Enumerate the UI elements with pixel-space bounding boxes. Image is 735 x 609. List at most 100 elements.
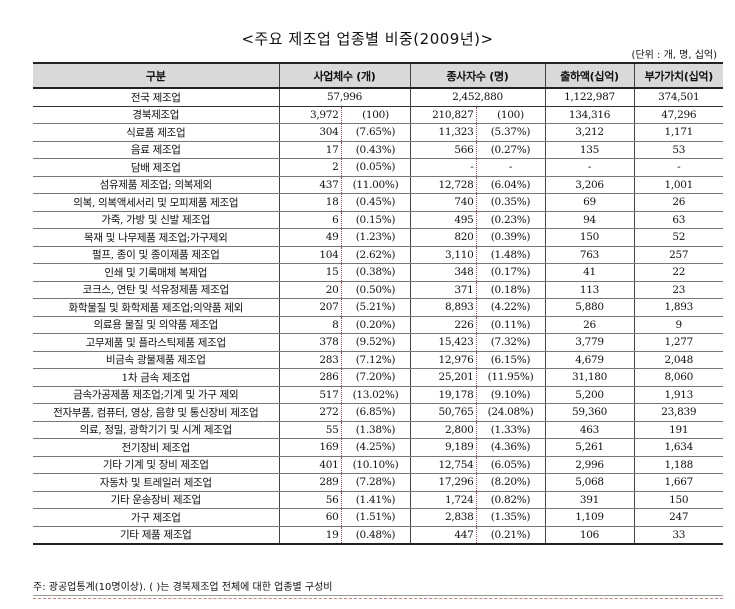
row-name: 펄프, 종이 및 종이제품 제조업 [33,245,279,264]
row-employees-share: (4.36%) [475,438,545,457]
row-employees-share: (4.22%) [475,298,545,317]
row-employees: 15,423 [409,333,476,352]
table-row: 가구 제조업 60 (1.51%) 2,838 (1.35%) 1,109 247 [33,508,723,527]
row-establishments: 283 [278,350,341,369]
row-shipments: 3,779 [544,333,634,352]
row-shipments: 106 [544,525,634,545]
table-row: 펄프, 종이 및 종이제품 제조업 104 (2.62%) 3,110 (1.48%) 7… [33,245,723,264]
row-name: 전자부품, 컴퓨터, 영상, 음향 및 통신장비 제조업 [33,403,279,422]
table-row: 담배 제조업 2 (0.05%) - - - - [33,158,723,177]
row-establishments-share: (0.48%) [340,525,410,545]
row-establishments-share: (100) [340,105,410,124]
row-shipments: 150 [544,228,634,247]
row-establishments: 437 [278,175,341,194]
row-employees: 566 [409,140,476,159]
row-establishments: 401 [278,455,341,474]
row-name: 섬유제품 제조업; 의복제외 [33,175,279,194]
row-establishments: 19 [278,525,341,545]
table-row: 섬유제품 제조업; 의복제외 437 (11.00%) 12,728 (6.04%) 3,… [33,175,723,194]
unit-label: (단위 : 개, 명, 십억) [631,50,717,61]
row-value-added: 8,060 [633,368,723,387]
row-employees: 447 [409,525,476,545]
row-value-added: 1,171 [633,123,723,142]
row-shipments: 1,109 [544,508,634,527]
table-row: 화학물질 및 화학제품 제조업;의약품 제외 207 (5.21%) 8,893 (4.… [33,298,723,317]
row-establishments-share: (0.45%) [340,193,410,212]
row-shipments: 5,261 [544,438,634,457]
row-name: 담배 제조업 [33,158,279,177]
table-row: 식료품 제조업 304 (7.65%) 11,323 (5.37%) 3,212 1,171 [33,123,723,142]
row-establishments-share: (4.25%) [340,438,410,457]
table-title: <주요 제조업 업종별 비중(2009년)> [241,30,494,48]
total-establishments: 57,996 [278,87,410,107]
row-value-added: 1,893 [633,298,723,317]
table-row: 목재 및 나무제품 제조업;가구제외 49 (1.23%) 820 (0.39%) 150… [33,228,723,247]
row-value-added: 1,277 [633,333,723,352]
row-establishments-share: (1.51%) [340,508,410,527]
row-establishments: 18 [278,193,341,212]
row-shipments: 135 [544,140,634,159]
row-establishments-share: (11.00%) [340,175,410,194]
row-establishments: 8 [278,315,341,334]
row-establishments-share: (0.05%) [340,158,410,177]
row-employees: 8,893 [409,298,476,317]
table-row: 비금속 광물제품 제조업 283 (7.12%) 12,976 (6.15%) 4,679… [33,350,723,369]
row-establishments-share: (7.28%) [340,473,410,492]
row-value-added: 1,913 [633,385,723,404]
row-establishments-share: (0.15%) [340,210,410,229]
row-name: 기타 운송장비 제조업 [33,490,279,509]
row-employees-share: (1.48%) [475,245,545,264]
industry-table: 구분 사업체수 (개) 종사자수 (명) 출하액(십억) 부가가치(십억) 전국… [33,62,723,545]
row-shipments: 5,068 [544,473,634,492]
row-employees: 226 [409,315,476,334]
row-employees-share: (1.33%) [475,420,545,439]
footnote: 주: 광공업통계(10명이상). ( )는 경북제조업 전체에 대한 업종별 구… [33,578,723,596]
row-establishments-share: (7.65%) [340,123,410,142]
row-employees: 12,976 [409,350,476,369]
row-establishments-share: (7.20%) [340,368,410,387]
row-shipments: 113 [544,280,634,299]
table-row: 전자부품, 컴퓨터, 영상, 음향 및 통신장비 제조업 272 (6.85%) 50… [33,403,723,422]
row-establishments-share: (5.21%) [340,298,410,317]
table-row: 코크스, 연탄 및 석유정제품 제조업 20 (0.50%) 371 (0.18%) 11… [33,280,723,299]
table-row: 고무제품 및 플라스틱제품 제조업 378 (9.52%) 15,423 (7.32%)… [33,333,723,352]
row-value-added: 1,188 [633,455,723,474]
table-row: 음료 제조업 17 (0.43%) 566 (0.27%) 135 53 [33,140,723,159]
row-employees: 50,765 [409,403,476,422]
row-employees-share: (0.39%) [475,228,545,247]
row-establishments: 286 [278,368,341,387]
row-value-added: 191 [633,420,723,439]
row-name: 식료품 제조업 [33,123,279,142]
row-name: 음료 제조업 [33,140,279,159]
header-category: 구분 [33,62,279,89]
row-employees: 12,754 [409,455,476,474]
row-employees-share: (0.17%) [475,263,545,282]
row-employees: 3,110 [409,245,476,264]
row-establishments: 15 [278,263,341,282]
row-name: 가죽, 가방 및 신발 제조업 [33,210,279,229]
row-value-added: 52 [633,228,723,247]
row-employees-share: (0.23%) [475,210,545,229]
row-establishments-share: (1.38%) [340,420,410,439]
row-employees-share: (0.82%) [475,490,545,509]
row-name: 코크스, 연탄 및 석유정제품 제조업 [33,280,279,299]
row-employees: 9,189 [409,438,476,457]
row-employees-share: (8.20%) [475,473,545,492]
total-name: 전국 제조업 [33,87,279,107]
row-employees-share: (7.32%) [475,333,545,352]
row-shipments: 4,679 [544,350,634,369]
table-row: 기타 운송장비 제조업 56 (1.41%) 1,724 (0.82%) 391 150 [33,490,723,509]
row-establishments: 17 [278,140,341,159]
row-value-added: 53 [633,140,723,159]
row-value-added: 23 [633,280,723,299]
row-name: 자동차 및 트레일러 제조업 [33,473,279,492]
row-employees: 2,800 [409,420,476,439]
row-shipments: 5,200 [544,385,634,404]
table-row: 인쇄 및 기록매체 복제업 15 (0.38%) 348 (0.17%) 41 22 [33,263,723,282]
row-establishments: 49 [278,228,341,247]
row-employees-share: (0.21%) [475,525,545,545]
row-establishments: 289 [278,473,341,492]
row-establishments: 272 [278,403,341,422]
row-value-added: 2,048 [633,350,723,369]
header-employees: 종사자수 (명) [409,62,545,89]
